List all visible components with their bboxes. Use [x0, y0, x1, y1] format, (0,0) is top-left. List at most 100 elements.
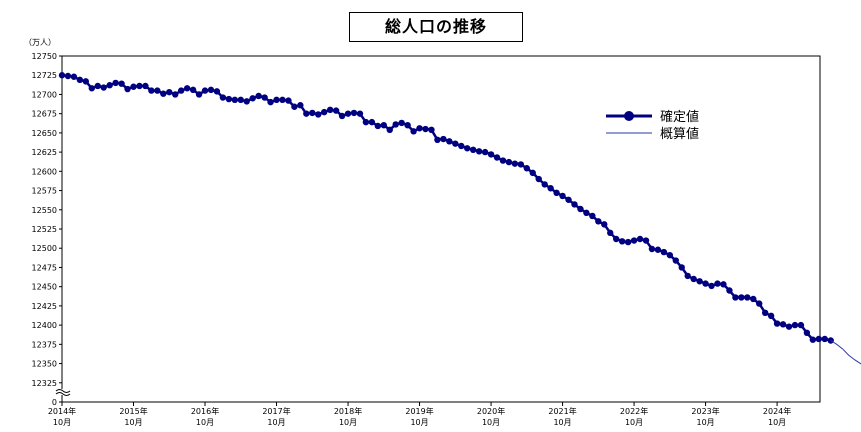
axis-break-icon [55, 389, 71, 396]
data-point-confirmed [750, 295, 757, 303]
data-point-confirmed [803, 329, 811, 336]
data-point-confirmed [88, 85, 95, 92]
data-point-confirmed [493, 154, 501, 161]
data-point-confirmed [523, 165, 531, 172]
y-tick-label: 12700 [32, 90, 57, 99]
data-point-confirmed [118, 80, 125, 87]
x-tick-month-label: 10月 [267, 418, 285, 427]
x-tick-month-label: 10月 [124, 418, 142, 427]
data-point-confirmed [249, 95, 256, 102]
data-point-confirmed [243, 98, 250, 105]
data-point-confirmed [291, 103, 298, 110]
data-point-confirmed [612, 235, 620, 243]
data-point-confirmed [124, 85, 131, 93]
data-point-confirmed [505, 158, 513, 166]
data-point-confirmed [386, 126, 393, 134]
data-point-confirmed [815, 335, 823, 343]
data-point-confirmed [326, 106, 334, 114]
x-tick-month-label: 10月 [53, 418, 71, 427]
data-point-confirmed [475, 148, 483, 155]
data-point-confirmed [195, 91, 203, 98]
data-point-confirmed [285, 97, 292, 104]
y-tick-label: 12375 [32, 340, 57, 349]
data-point-confirmed [100, 84, 107, 91]
x-tick-month-label: 10月 [625, 418, 643, 427]
data-point-confirmed [94, 82, 101, 90]
data-point-confirmed [571, 201, 578, 208]
data-point-confirmed [756, 300, 763, 307]
data-point-confirmed [517, 161, 525, 168]
y-tick-label: 0 [52, 398, 57, 407]
data-point-confirmed [64, 72, 72, 80]
y-tick-label: 12525 [32, 225, 57, 234]
x-tick-month-label: 10月 [196, 418, 214, 427]
data-point-confirmed [607, 229, 614, 237]
data-point-confirmed [410, 128, 417, 135]
x-tick-year-label: 2023年 [691, 406, 719, 416]
data-point-confirmed [738, 294, 745, 301]
data-point-confirmed [553, 189, 560, 197]
y-tick-label: 12500 [32, 244, 57, 253]
y-tick-label: 12350 [32, 360, 57, 369]
data-point-confirmed [458, 142, 465, 150]
data-point-confirmed [130, 83, 137, 90]
x-tick-month-label: 10月 [410, 418, 428, 427]
data-point-confirmed [303, 110, 310, 117]
data-point-confirmed [577, 205, 584, 213]
data-point-confirmed [136, 82, 143, 90]
data-point-confirmed [535, 175, 542, 183]
y-tick-label: 12550 [32, 206, 57, 215]
data-point-confirmed [416, 125, 423, 132]
x-tick-year-label: 2017年 [262, 406, 290, 416]
data-point-confirmed [744, 294, 751, 301]
data-point-confirmed [714, 280, 721, 287]
data-point-confirmed [642, 237, 650, 244]
x-tick-year-label: 2018年 [334, 406, 362, 416]
data-point-confirmed [565, 196, 572, 203]
data-point-confirmed [618, 238, 626, 245]
data-point-confirmed [255, 92, 262, 100]
legend-label-estimate: 概算値 [660, 126, 699, 142]
data-point-confirmed [791, 321, 799, 329]
y-tick-label: 12625 [32, 148, 57, 157]
data-point-confirmed [720, 281, 727, 288]
data-point-confirmed [219, 94, 227, 101]
data-point-confirmed [344, 110, 352, 117]
x-tick-year-label: 2022年 [620, 406, 648, 416]
series-line-estimate [830, 340, 861, 365]
data-point-confirmed [154, 87, 161, 94]
data-point-confirmed [660, 248, 668, 256]
data-point-confirmed [678, 264, 685, 271]
data-point-confirmed [76, 76, 84, 84]
data-point-confirmed [708, 282, 715, 290]
data-point-confirmed [338, 112, 346, 120]
x-tick-year-label: 2019年 [405, 406, 433, 416]
data-point-confirmed [773, 320, 781, 327]
data-point-confirmed [487, 151, 495, 158]
y-tick-label: 12600 [32, 167, 57, 176]
data-point-confirmed [404, 122, 411, 129]
data-point-confirmed [684, 272, 691, 280]
data-point-confirmed [183, 85, 191, 92]
data-point-confirmed [177, 87, 185, 94]
data-point-confirmed [648, 245, 656, 253]
data-point-confirmed [779, 321, 787, 328]
x-tick-month-label: 10月 [553, 418, 571, 427]
data-point-confirmed [690, 275, 697, 283]
data-point-confirmed [696, 278, 703, 285]
data-point-confirmed [321, 108, 328, 116]
data-point-confirmed [297, 102, 304, 109]
data-point-confirmed [529, 169, 536, 177]
y-tick-label: 12450 [32, 283, 57, 292]
data-point-confirmed [279, 96, 286, 104]
series-layer [58, 72, 861, 365]
data-point-confirmed [70, 73, 78, 80]
data-point-confirmed [583, 209, 590, 217]
data-point-confirmed [201, 87, 209, 94]
y-tick-label: 12325 [32, 379, 57, 388]
y-tick-label: 12475 [32, 263, 57, 272]
data-point-confirmed [601, 221, 608, 228]
data-point-confirmed [428, 126, 435, 134]
y-tick-label: 12650 [32, 129, 57, 138]
